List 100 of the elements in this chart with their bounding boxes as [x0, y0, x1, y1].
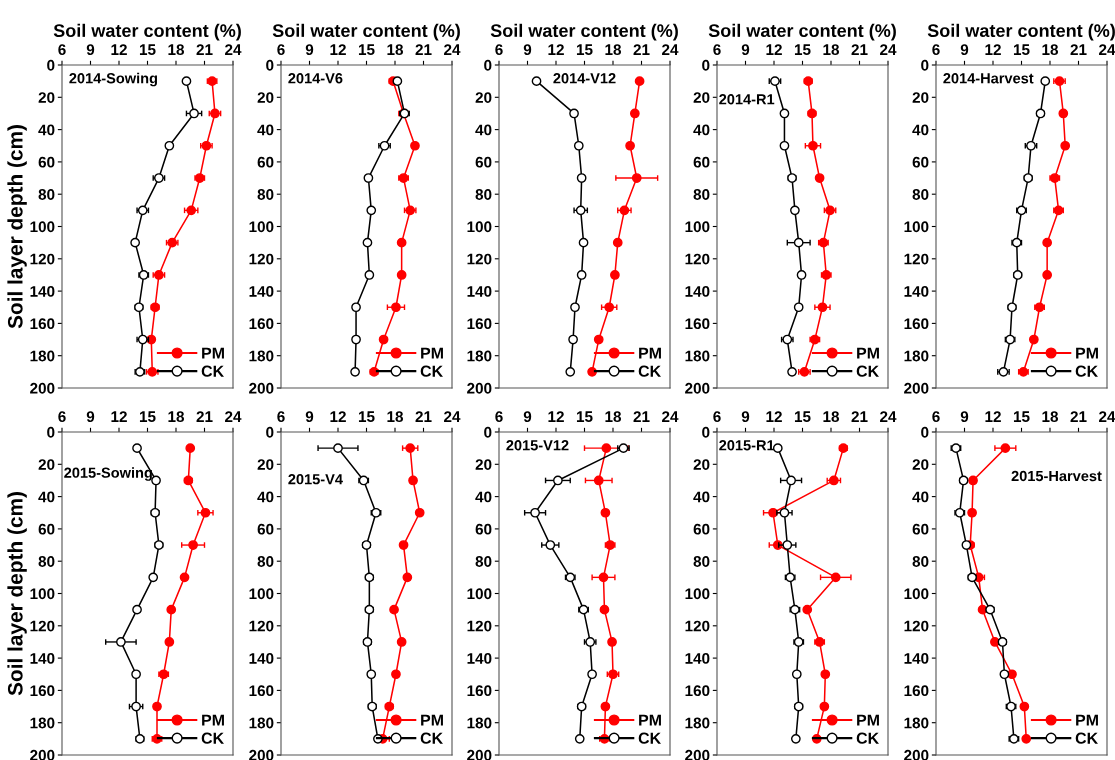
- chart-title: 2014-Harvest: [943, 73, 1034, 84]
- chart-title: 2014-V12: [553, 73, 616, 84]
- y-tick-label: 140: [249, 652, 274, 664]
- y-tick-label: 160: [249, 685, 274, 697]
- x-tick-label: 15: [576, 411, 593, 423]
- x-tick-label: 15: [139, 44, 156, 56]
- x-tick-label: 6: [277, 411, 285, 423]
- x-tick-label: 21: [633, 411, 650, 422]
- x-tick-label: 21: [1070, 411, 1087, 422]
- y-tick-label: 80: [693, 189, 710, 200]
- x-tick-label: 18: [1042, 411, 1059, 423]
- x-tick-label: 9: [960, 411, 969, 423]
- y-tick-label: 0: [484, 426, 492, 438]
- y-tick-label: 20: [693, 92, 710, 103]
- legend-label: PM: [857, 714, 879, 726]
- y-tick-label: 180: [30, 350, 55, 362]
- y-tick-label: 80: [475, 189, 492, 200]
- y-tick-label: 180: [685, 717, 710, 729]
- y-tick-label: 0: [47, 426, 55, 438]
- y-tick-label: 20: [38, 459, 55, 470]
- y-tick-label: 0: [47, 59, 55, 71]
- y-tick-label: 80: [257, 556, 274, 567]
- text: 2015-V4: [288, 474, 343, 485]
- y-tick-label: 60: [912, 523, 929, 535]
- y-tick-label: 180: [467, 350, 492, 362]
- x-tick-label: 15: [358, 44, 375, 56]
- legend-label: CK: [201, 732, 224, 744]
- y-tick-label: 0: [266, 59, 274, 71]
- y-tick-label: 100: [685, 588, 710, 600]
- y-tick-label: 160: [904, 685, 929, 697]
- x-tick-label: 21: [1070, 44, 1087, 55]
- x-tick-label: 9: [523, 411, 532, 423]
- y-tick-label: 200: [249, 382, 274, 394]
- x-tick-label: 6: [58, 411, 66, 423]
- y-tick-label: 0: [484, 59, 492, 71]
- x-tick-label: 21: [633, 44, 650, 55]
- x-tick-label: 15: [139, 411, 156, 423]
- y-tick-label: 140: [249, 285, 274, 297]
- x-tick-label: 9: [523, 44, 532, 56]
- y-tick-label: 120: [249, 620, 274, 632]
- y-tick-label: 20: [257, 92, 274, 103]
- y-tick-label: 120: [30, 253, 55, 265]
- y-tick-label: 100: [685, 221, 710, 233]
- y-tick-label: 160: [685, 318, 710, 330]
- y-tick-label: 40: [475, 124, 492, 136]
- y-tick-label: 180: [685, 350, 710, 362]
- y-tick-label: 40: [912, 491, 929, 503]
- y-tick-label: 40: [912, 124, 929, 136]
- y-tick-label: 0: [702, 426, 710, 438]
- x-tick-label: 12: [766, 44, 782, 55]
- y-tick-label: 100: [904, 588, 929, 600]
- x-tick-label: 9: [86, 411, 95, 423]
- y-tick-label: 200: [685, 749, 710, 760]
- x-tick-label: 12: [548, 411, 564, 422]
- x-tick-label: 24: [1099, 44, 1115, 55]
- y-tick-label: 80: [912, 189, 929, 200]
- x-tick-label: 21: [851, 411, 868, 422]
- y-tick-label: 80: [38, 556, 55, 567]
- y-tick-label: 60: [693, 523, 710, 535]
- x-tick-label: 6: [932, 411, 940, 423]
- chart-title: 2015-V12: [506, 440, 569, 451]
- y-tick-label: 120: [685, 620, 710, 632]
- x-tick-label: 21: [415, 44, 432, 55]
- x-tick-label: 15: [794, 44, 811, 56]
- y-tick-label: 60: [475, 523, 492, 535]
- y-axis-title: Soil layer depth (cm): [7, 125, 27, 329]
- y-tick-label: 160: [249, 318, 274, 330]
- y-tick-label: 60: [38, 156, 55, 168]
- y-tick-label: 100: [249, 221, 274, 233]
- x-tick-label: 21: [196, 44, 213, 55]
- y-tick-label: 200: [467, 382, 492, 394]
- x-tick-label: 24: [662, 411, 679, 422]
- y-tick-label: 160: [30, 318, 55, 330]
- x-tick-label: 18: [387, 44, 404, 56]
- x-tick-label: 21: [196, 411, 213, 422]
- x-tick-label: 24: [444, 411, 461, 422]
- y-tick-label: 200: [467, 749, 492, 760]
- legend-label: PM: [857, 347, 879, 359]
- y-tick-label: 180: [249, 350, 274, 362]
- chart-title: 2015-R1: [719, 440, 775, 451]
- x-tick-label: 6: [277, 44, 285, 56]
- y-tick-label: 120: [685, 253, 710, 265]
- y-axis-title: Soil layer depth (cm): [7, 492, 27, 696]
- x-axis-title: Soil water content (%): [490, 23, 678, 41]
- x-tick-label: 18: [168, 44, 185, 56]
- y-tick-label: 200: [30, 749, 55, 760]
- x-tick-label: 12: [766, 411, 782, 422]
- x-tick-label: 9: [305, 44, 314, 56]
- y-tick-label: 200: [685, 382, 710, 394]
- legend-label: CK: [1075, 365, 1098, 377]
- y-tick-label: 0: [921, 426, 929, 438]
- x-tick-label: 18: [823, 44, 840, 56]
- y-tick-label: 140: [904, 652, 929, 664]
- y-tick-label: 0: [921, 59, 929, 71]
- y-tick-label: 80: [475, 556, 492, 567]
- x-tick-label: 15: [358, 411, 375, 423]
- x-tick-label: 24: [225, 411, 242, 422]
- y-tick-label: 140: [467, 652, 492, 664]
- text: 2014-R1: [719, 94, 775, 105]
- x-tick-label: 6: [932, 44, 940, 56]
